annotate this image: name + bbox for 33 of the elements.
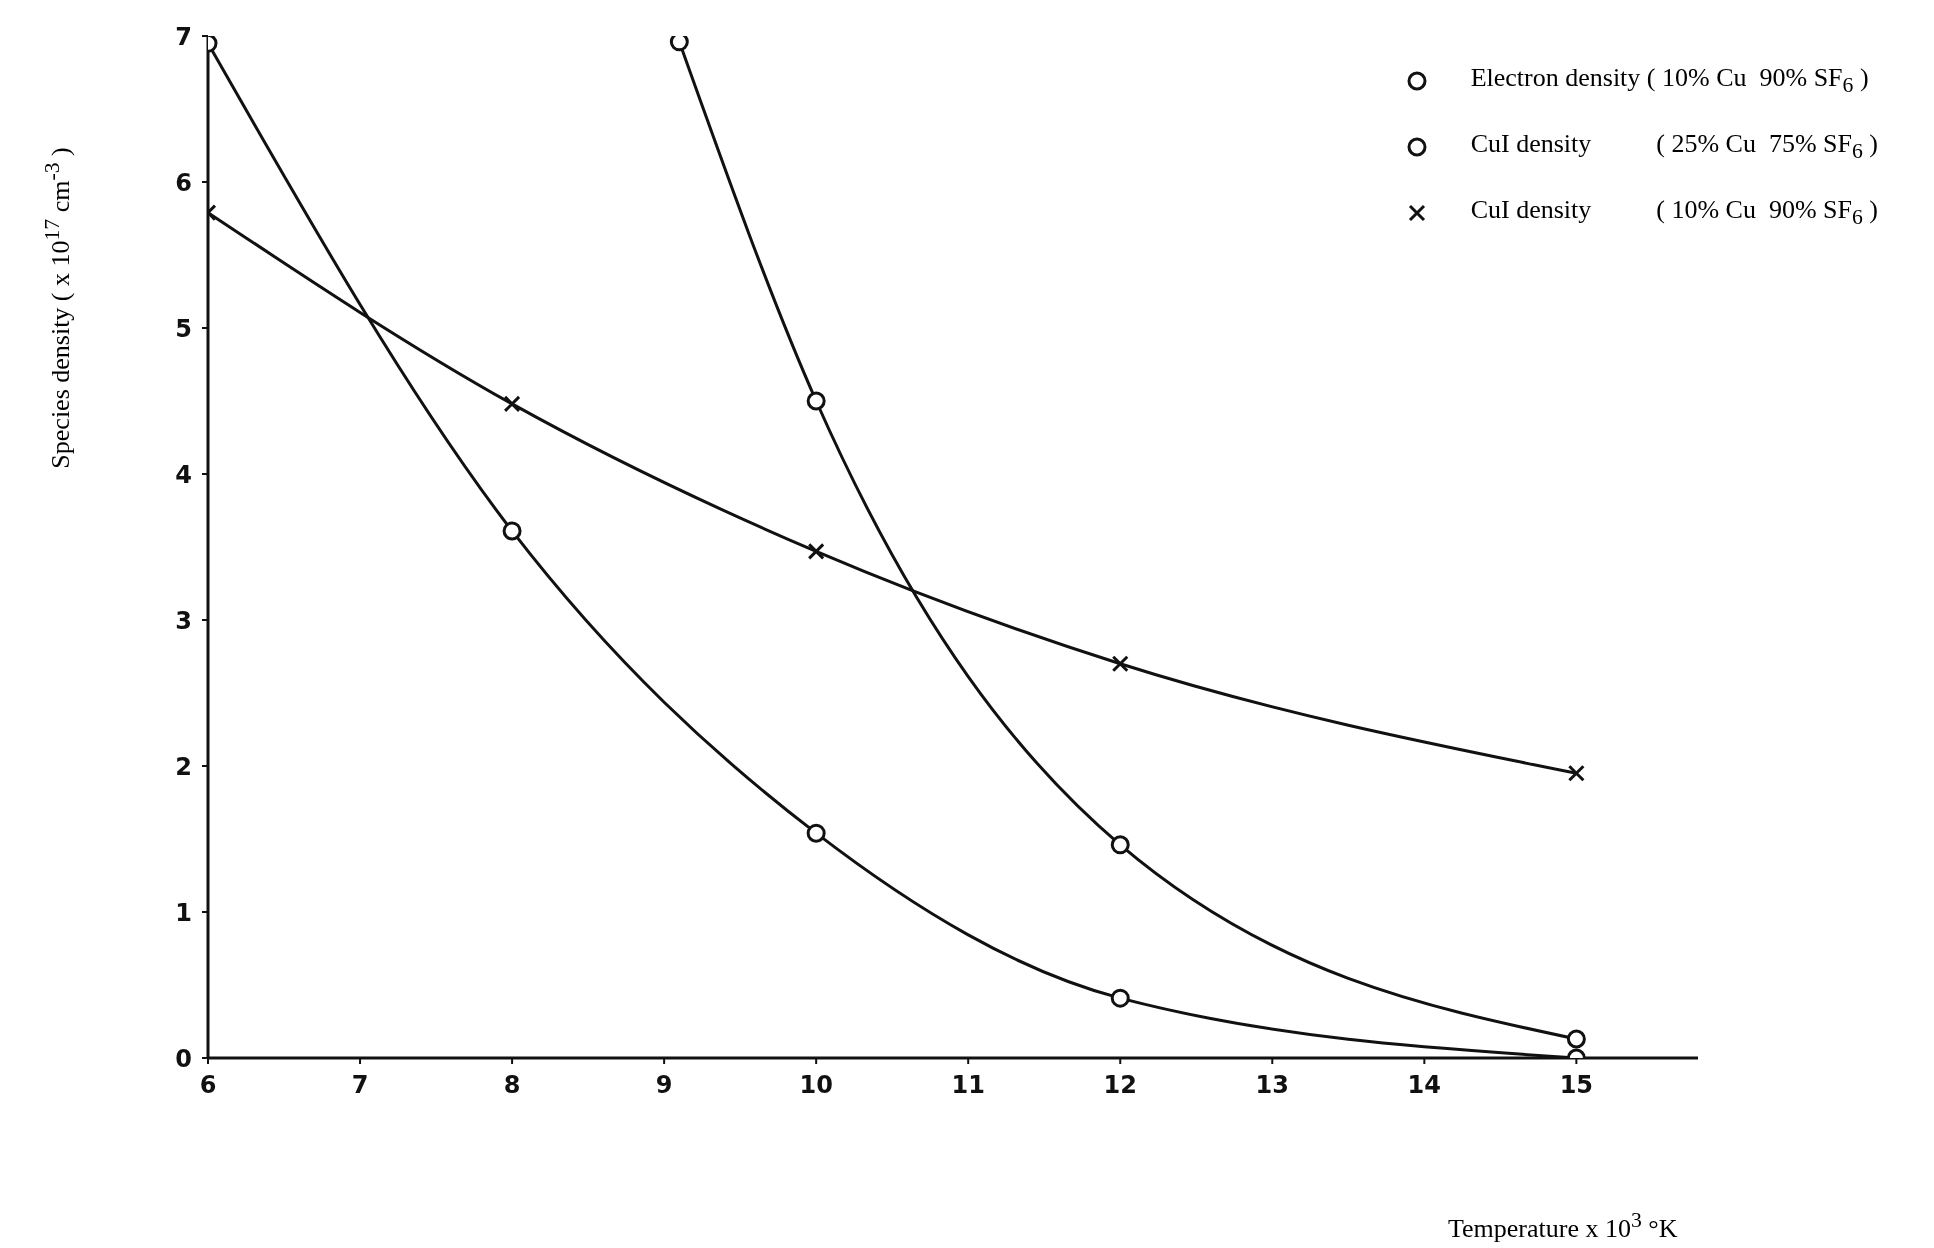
x-tick-label: 11 [951,1071,985,1100]
y-tick-label: 6 [175,168,192,197]
point [503,395,521,413]
point [669,36,689,52]
x-tick-label: 13 [1255,1071,1289,1100]
x-tick-label: 15 [1559,1071,1594,1100]
point [1110,835,1130,855]
x-tick-label: 8 [503,1071,521,1100]
x-tick-label: 9 [655,1071,673,1100]
y-tick-label: 2 [175,752,192,781]
point [1567,764,1585,782]
x-tick-label: 12 [1103,1071,1137,1100]
point [807,542,825,560]
y-tick-label: 5 [175,314,192,343]
y-tick-label: 0 [175,1044,192,1073]
legend-label: CuI density ( 10% Cu 90% SF$_{6}$ ) [1470,195,1878,231]
point [1110,988,1130,1008]
x-tick-label: 14 [1407,1071,1442,1100]
x-axis-title: Temperature x 10$^{3}$ °K [1448,1208,1678,1244]
legend-label: CuI density ( 25% Cu 75% SF$_{6}$ ) [1470,129,1878,165]
point [502,521,522,541]
y-tick-label: 4 [175,460,192,489]
point [1111,655,1129,673]
y-tick-label: 7 [175,22,192,51]
y-tick-label: 3 [175,606,192,635]
x-tick-label: 7 [351,1071,369,1100]
x-tick-label: 10 [799,1071,833,1100]
point [806,391,826,411]
point [806,823,826,843]
y-tick-label: 1 [175,898,192,927]
legend-label: Electron density ( 10% Cu 90% SF$_{6}$ ) [1470,63,1869,99]
x-tick-label: 6 [199,1071,217,1100]
point [1566,1029,1586,1049]
